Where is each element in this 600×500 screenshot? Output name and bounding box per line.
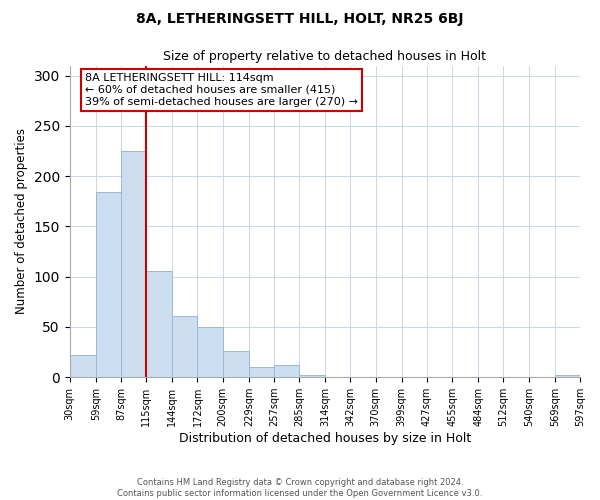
Bar (274, 365, 299, 377)
Text: 8A, LETHERINGSETT HILL, HOLT, NR25 6BJ: 8A, LETHERINGSETT HILL, HOLT, NR25 6BJ (136, 12, 464, 26)
Bar (70, 355, 96, 377)
Bar (121, 151, 146, 377)
Y-axis label: Number of detached properties: Number of detached properties (15, 128, 28, 314)
X-axis label: Distribution of detached houses by size in Holt: Distribution of detached houses by size … (179, 432, 471, 445)
Bar (146, 270, 172, 377)
Bar (96, 192, 121, 377)
Text: 8A LETHERINGSETT HILL: 114sqm
← 60% of detached houses are smaller (415)
39% of : 8A LETHERINGSETT HILL: 114sqm ← 60% of d… (85, 74, 358, 106)
Bar (299, 375, 325, 377)
Bar (197, 327, 223, 377)
Bar (223, 351, 249, 377)
Title: Size of property relative to detached houses in Holt: Size of property relative to detached ho… (163, 50, 487, 63)
Bar (249, 367, 274, 377)
Bar (172, 316, 197, 377)
Text: Contains HM Land Registry data © Crown copyright and database right 2024.
Contai: Contains HM Land Registry data © Crown c… (118, 478, 482, 498)
Bar (555, 375, 580, 377)
